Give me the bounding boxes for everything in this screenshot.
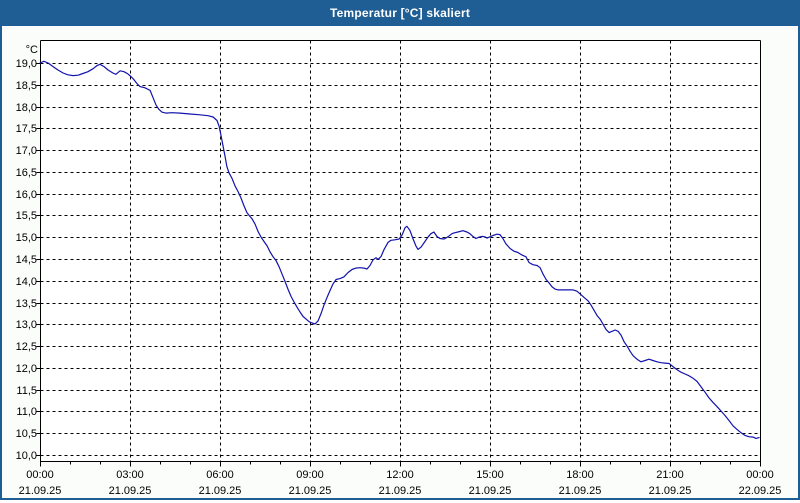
y-axis-tick-label: 14,0 — [16, 276, 37, 288]
y-axis-tick-label: 17,5 — [16, 123, 37, 135]
y-axis-tick-label: 13,5 — [16, 298, 37, 310]
y-axis-tick-label: 19,0 — [16, 58, 37, 70]
x-axis-date-label: 21.09.25 — [109, 485, 152, 497]
x-axis-time-label: 06:00 — [206, 469, 234, 481]
x-axis-date-label: 21.09.25 — [379, 485, 422, 497]
x-axis-date-label: 21.09.25 — [199, 485, 242, 497]
axes — [36, 40, 761, 467]
y-axis-tick-label: 16,5 — [16, 167, 37, 179]
x-axis-date-label: 21.09.25 — [19, 485, 62, 497]
y-axis-tick-label: 10,0 — [16, 450, 37, 462]
x-axis-time-label: 21:00 — [656, 469, 684, 481]
y-axis-tick-label: 10,5 — [16, 428, 37, 440]
x-axis-time-label: 00:00 — [26, 469, 54, 481]
temperature-series-line — [39, 60, 760, 439]
x-axis-time-label: 18:00 — [566, 469, 594, 481]
y-axis-unit-label: °C — [26, 44, 38, 56]
temperature-line-chart: °C 19,0 18,5 18,0 17,5 17,0 16,5 16,0 15,5 15,0 14… — [16, 40, 782, 497]
x-axis-time-label: 12:00 — [386, 469, 414, 481]
x-axis-date-label: 21.09.25 — [469, 485, 512, 497]
chart-container: °C 19,0 18,5 18,0 17,5 17,0 16,5 16,0 15,5 15,0 14… — [2, 26, 798, 498]
y-axis-tick-label: 18,5 — [16, 80, 37, 92]
x-axis-date-label: 21.09.25 — [289, 485, 332, 497]
x-axis-date-label: 22.09.25 — [739, 485, 782, 497]
y-axis-tick-label: 14,5 — [16, 254, 37, 266]
y-axis-tick-label: 16,0 — [16, 189, 37, 201]
x-axis-time-label: 00:00 — [746, 469, 774, 481]
y-axis-tick-label: 17,0 — [16, 145, 37, 157]
y-axis-tick-label: 11,5 — [16, 385, 37, 397]
y-axis-tick-label: 18,0 — [16, 102, 37, 114]
x-axis-time-label: 09:00 — [296, 469, 324, 481]
axis-labels: °C 19,0 18,5 18,0 17,5 17,0 16,5 16,0 15,5 15,0 14… — [16, 44, 782, 497]
y-axis-tick-label: 11,0 — [16, 406, 37, 418]
x-axis-date-label: 21.09.25 — [559, 485, 602, 497]
grid-lines — [40, 40, 761, 462]
y-axis-tick-label: 15,5 — [16, 210, 37, 222]
x-axis-time-label: 03:00 — [116, 469, 144, 481]
window-title: Temperatur [°C] skaliert — [329, 6, 471, 20]
x-axis-time-label: 15:00 — [476, 469, 504, 481]
y-axis-tick-label: 12,0 — [16, 363, 37, 375]
y-axis-tick-label: 13,0 — [16, 319, 37, 331]
y-axis-tick-label: 15,0 — [16, 232, 37, 244]
x-axis-date-label: 21.09.25 — [649, 485, 692, 497]
y-axis-tick-label: 12,5 — [16, 341, 37, 353]
window-title-bar[interactable]: Temperatur [°C] skaliert — [2, 0, 798, 26]
